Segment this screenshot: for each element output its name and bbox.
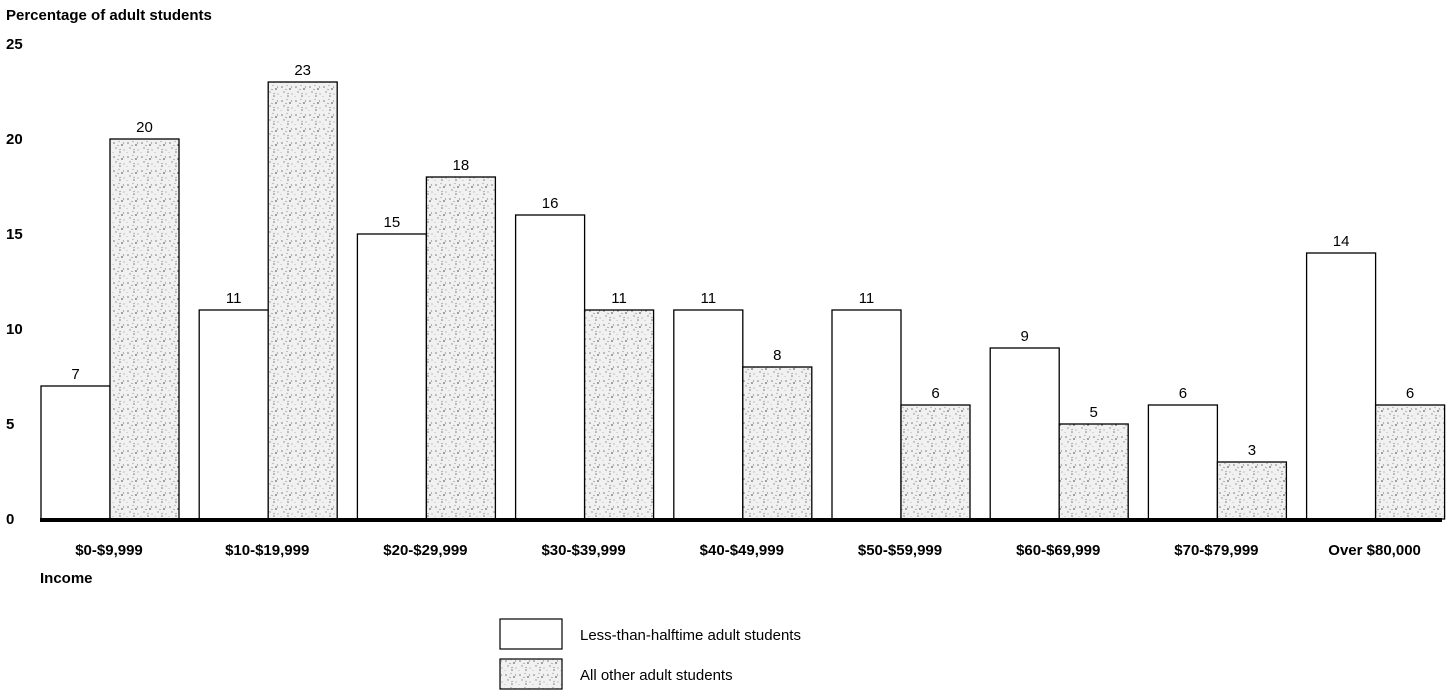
x-tick-label: $70-$79,999 [1174, 542, 1258, 559]
bar-value-label: 6 [1406, 385, 1414, 402]
x-tick-label: $20-$29,999 [383, 542, 467, 559]
x-axis-ticks: $0-$9,999 $10-$19,999 $20-$29,999 $30-$39,9… [75, 542, 1421, 559]
x-axis-title: Income [40, 570, 93, 587]
y-axis-title: Percentage of adult students [6, 7, 212, 24]
bar-value-label: 20 [136, 119, 153, 136]
bar-less-than-halftime [1305, 252, 1377, 520]
bar-value-label: 23 [294, 62, 311, 79]
y-tick-label: 5 [6, 416, 14, 433]
y-tick-label: 10 [6, 321, 23, 338]
bar-value-label: 6 [931, 385, 939, 402]
bar-value-label: 5 [1090, 404, 1098, 421]
bar-value-label: 9 [1021, 328, 1029, 345]
bar-less-than-halftime [198, 309, 269, 520]
y-tick-label: 25 [6, 36, 23, 53]
legend-swatch-all-other [499, 658, 563, 690]
x-tick-label: $10-$19,999 [225, 542, 309, 559]
bar-value-label: 14 [1333, 233, 1350, 250]
legend-swatch-less-than-halftime [499, 618, 563, 650]
y-tick-label: 20 [6, 131, 23, 148]
bar-value-label: 18 [453, 157, 470, 174]
x-tick-label: $0-$9,999 [75, 542, 143, 559]
bar-less-than-halftime [356, 233, 428, 520]
data-labels-group: 7 20 11 23 15 18 16 11 11 8 11 6 9 5 6 3 14 6 [71, 62, 1414, 459]
x-tick-label: Over $80,000 [1328, 542, 1421, 559]
bar-all-other [109, 138, 180, 520]
bar-all-other [742, 366, 813, 520]
bar-all-other [583, 309, 655, 520]
bar-all-other [900, 404, 971, 520]
bar-value-label: 7 [71, 366, 79, 383]
bar-value-label: 11 [859, 290, 875, 307]
legend: Less-than-halftime adult students All ot… [499, 618, 801, 690]
bars-group [40, 81, 1446, 520]
bar-value-label: 15 [384, 214, 401, 231]
bar-value-label: 3 [1248, 442, 1256, 459]
y-axis-ticks: 0 5 10 15 20 25 [6, 36, 23, 528]
x-tick-label: $50-$59,999 [858, 542, 942, 559]
bar-value-label: 11 [611, 290, 627, 307]
bar-all-other [425, 176, 497, 520]
legend-label-less-than-halftime: Less-than-halftime adult students [580, 627, 801, 644]
bar-less-than-halftime [40, 385, 111, 520]
bar-value-label: 11 [701, 290, 717, 307]
bar-all-other [1058, 423, 1129, 520]
legend-label-all-other: All other adult students [580, 667, 733, 684]
bar-all-other [1374, 404, 1446, 520]
y-tick-label: 15 [6, 226, 23, 243]
bar-all-other [267, 81, 338, 520]
bar-less-than-halftime [673, 309, 744, 520]
bar-value-label: 8 [773, 347, 781, 364]
bar-less-than-halftime [831, 309, 902, 520]
x-tick-label: $40-$49,999 [700, 542, 784, 559]
bar-all-other [1216, 461, 1288, 520]
bar-value-label: 16 [542, 195, 559, 212]
bar-less-than-halftime [514, 214, 586, 520]
y-tick-label: 0 [6, 511, 14, 528]
x-tick-label: $60-$69,999 [1016, 542, 1100, 559]
bar-less-than-halftime [989, 347, 1060, 520]
x-tick-label: $30-$39,999 [541, 542, 625, 559]
bar-value-label: 11 [226, 290, 242, 307]
bar-value-label: 6 [1179, 385, 1187, 402]
bar-less-than-halftime [1147, 404, 1219, 520]
